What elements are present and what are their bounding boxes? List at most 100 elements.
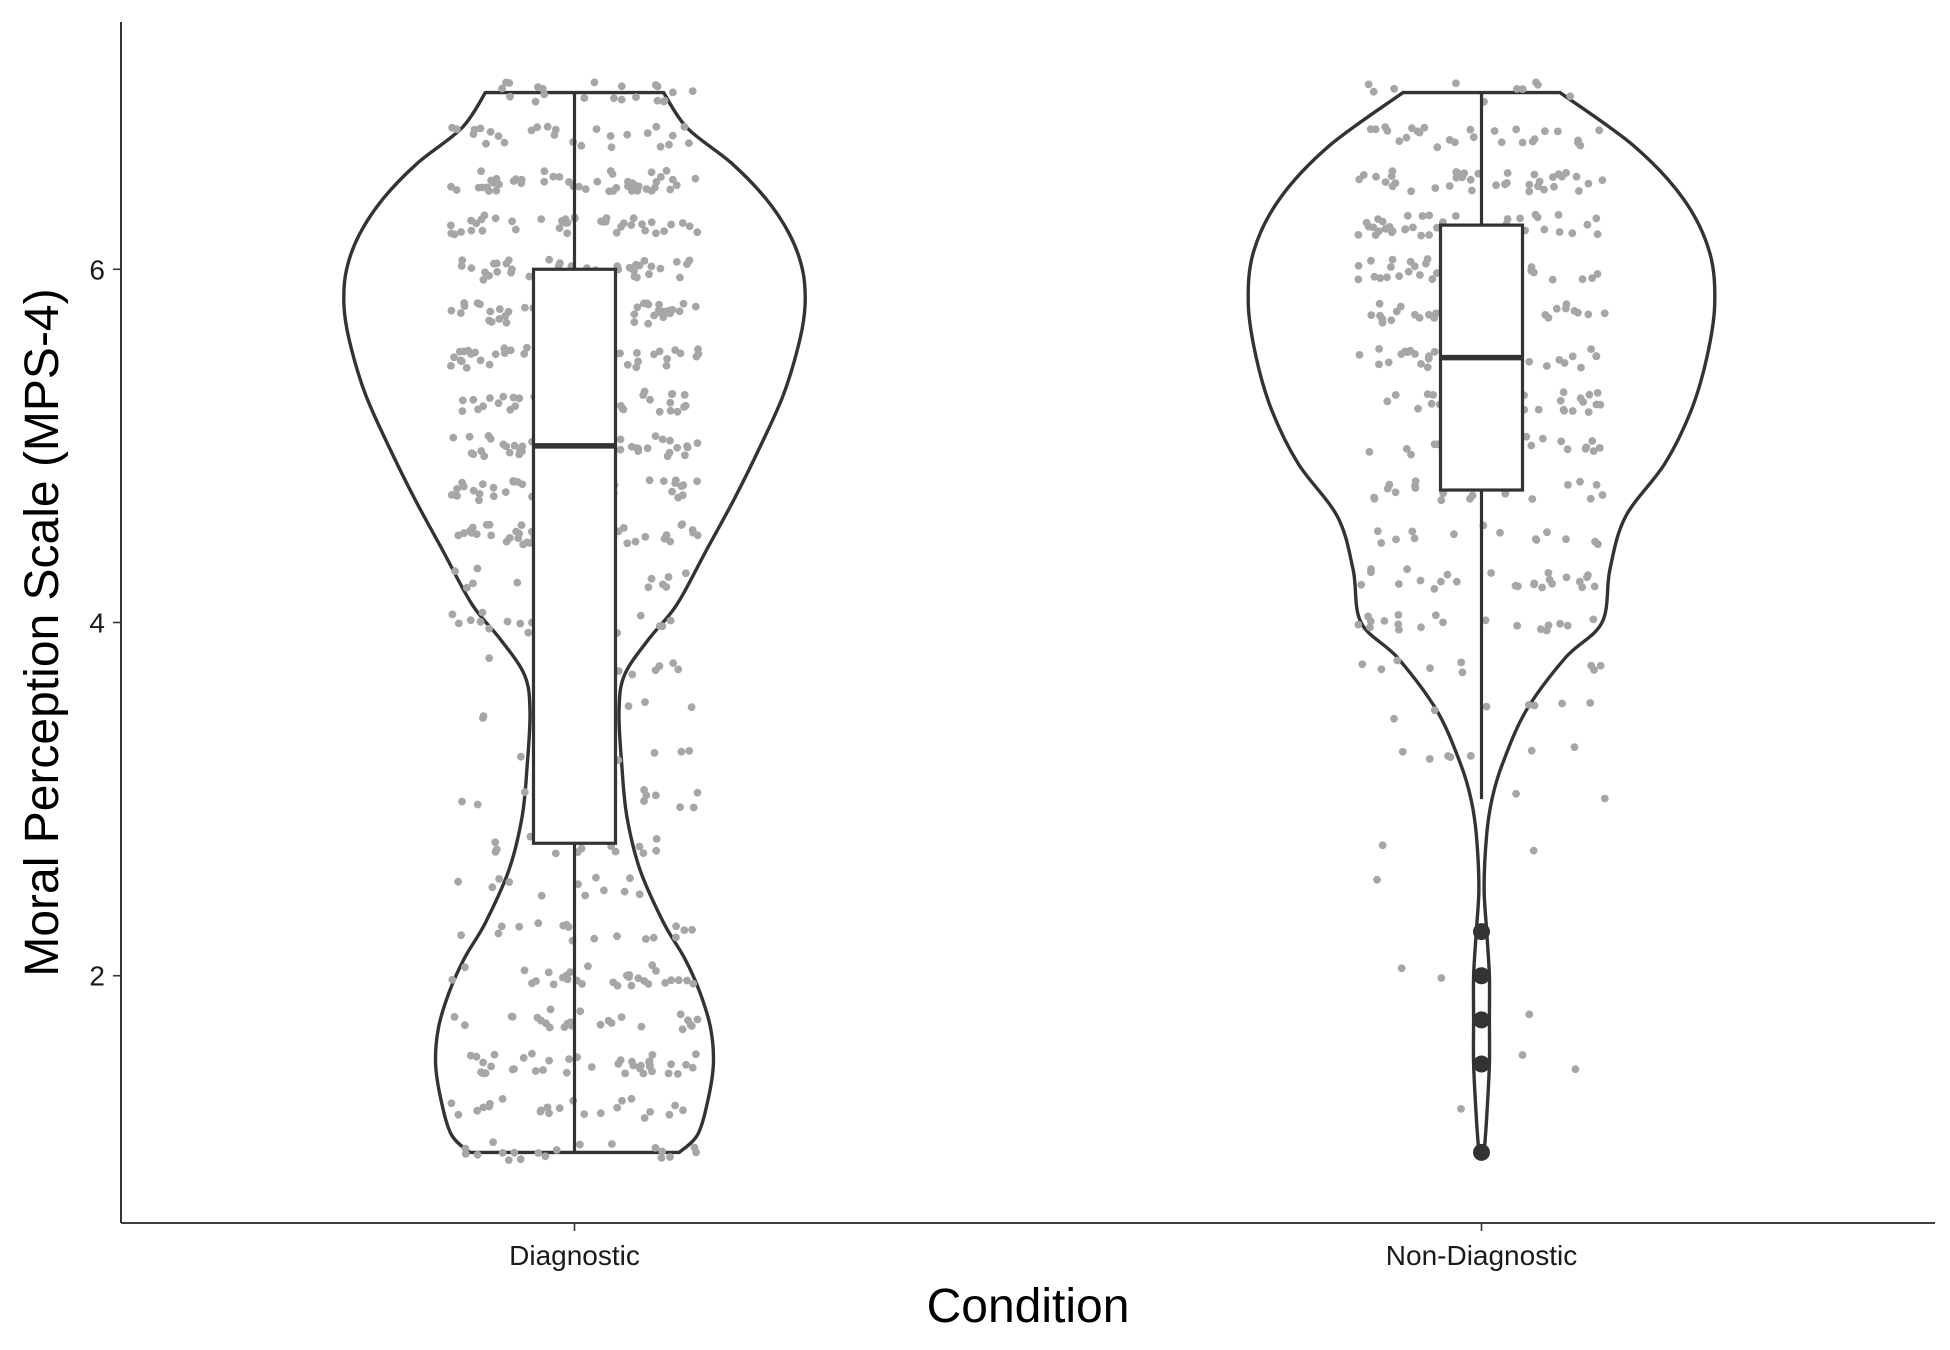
jitter-point — [1418, 212, 1427, 220]
jitter-point — [1392, 535, 1400, 544]
jitter-point — [581, 891, 590, 900]
jitter-point — [621, 1069, 629, 1078]
jitter-point — [1452, 577, 1461, 586]
jitter-point — [617, 1013, 626, 1021]
jitter-point — [673, 443, 682, 452]
jitter-point — [558, 217, 566, 225]
jitter-point — [458, 797, 466, 806]
jitter-point — [662, 531, 671, 539]
jitter-point — [619, 219, 628, 228]
jitter-point — [668, 131, 677, 140]
jitter-point — [1425, 352, 1433, 360]
jitter-point — [613, 1103, 622, 1112]
jitter-point — [447, 1099, 456, 1108]
jitter-point — [506, 92, 514, 101]
jitter-point — [685, 222, 694, 231]
jitter-point — [486, 394, 494, 402]
jitter-point — [502, 442, 510, 451]
jitter-point — [628, 1057, 636, 1066]
jitter-point — [454, 877, 462, 886]
jitter-point — [1355, 175, 1364, 184]
jitter-point — [460, 529, 468, 537]
jitter-point — [527, 126, 536, 135]
jitter-point — [627, 221, 636, 230]
jitter-point — [1458, 668, 1467, 677]
jitter-point — [1568, 352, 1577, 361]
x-tick-label: Diagnostic — [509, 1240, 640, 1271]
jitter-point — [659, 477, 668, 485]
jitter-point — [680, 926, 689, 934]
jitter-point — [479, 275, 488, 284]
jitter-point — [566, 968, 575, 976]
jitter-point — [651, 183, 659, 192]
jitter-point — [623, 130, 632, 139]
jitter-point — [516, 619, 525, 628]
jitter-point — [667, 390, 676, 399]
jitter-point — [1548, 275, 1557, 284]
jitter-point — [555, 1104, 564, 1112]
jitter-point — [684, 1016, 692, 1025]
jitter-point — [636, 611, 645, 620]
jitter-point — [688, 925, 696, 934]
jitter-point — [1466, 752, 1475, 760]
jitter-point — [528, 1049, 536, 1058]
jitter-point — [1589, 447, 1598, 455]
jitter-point — [467, 216, 475, 225]
jitter-point — [504, 1156, 513, 1164]
jitter-point — [534, 919, 543, 928]
jitter-point — [1387, 172, 1396, 181]
jitter-point — [1600, 309, 1609, 318]
jitter-point — [478, 608, 487, 617]
jitter-point — [1577, 363, 1585, 372]
jitter-point — [596, 1109, 605, 1118]
jitter-point — [545, 255, 554, 264]
jitter-point — [485, 1102, 494, 1111]
jitter-point — [616, 435, 625, 444]
jitter-point — [652, 835, 661, 843]
jitter-point — [1431, 611, 1440, 620]
jitter-point — [516, 1155, 525, 1164]
jitter-point — [509, 177, 518, 185]
jitter-point — [536, 1107, 545, 1116]
jitter-point — [682, 1060, 690, 1069]
jitter-point — [1503, 215, 1512, 223]
jitter-point — [638, 220, 646, 229]
jitter-point — [1422, 259, 1430, 268]
jitter-point — [643, 129, 652, 138]
jitter-point — [1354, 620, 1363, 629]
jitter-point — [494, 929, 503, 938]
jitter-point — [637, 1022, 646, 1031]
jitter-point — [1560, 359, 1569, 367]
jitter-point — [645, 476, 654, 485]
jitter-point — [1584, 571, 1592, 580]
jitter-point — [628, 670, 637, 679]
jitter-point — [1402, 445, 1411, 453]
jitter-point — [661, 979, 670, 987]
jitter-point — [517, 752, 525, 761]
jitter-point — [1543, 528, 1551, 537]
jitter-point — [500, 138, 509, 147]
jitter-point — [1444, 752, 1452, 760]
jitter-point — [634, 182, 643, 191]
jitter-point — [1528, 495, 1537, 503]
outlier-point — [1473, 923, 1490, 941]
jitter-point — [485, 316, 493, 325]
jitter-point — [1370, 494, 1379, 503]
jitter-point — [693, 439, 702, 447]
jitter-point — [540, 167, 549, 176]
jitter-point — [678, 219, 687, 227]
jitter-point — [1490, 127, 1499, 135]
jitter-point — [676, 1010, 685, 1019]
jitter-point — [683, 976, 691, 985]
jitter-point — [1391, 179, 1400, 188]
jitter-point — [1395, 137, 1404, 146]
jitter-point — [448, 975, 457, 984]
jitter-point — [657, 1154, 666, 1162]
jitter-point — [478, 183, 487, 192]
jitter-point — [617, 401, 625, 410]
jitter-point — [681, 569, 690, 578]
jitter-point — [1365, 448, 1374, 456]
jitter-point — [531, 97, 540, 106]
jitter-point — [679, 1106, 687, 1115]
jitter-point — [655, 622, 664, 630]
